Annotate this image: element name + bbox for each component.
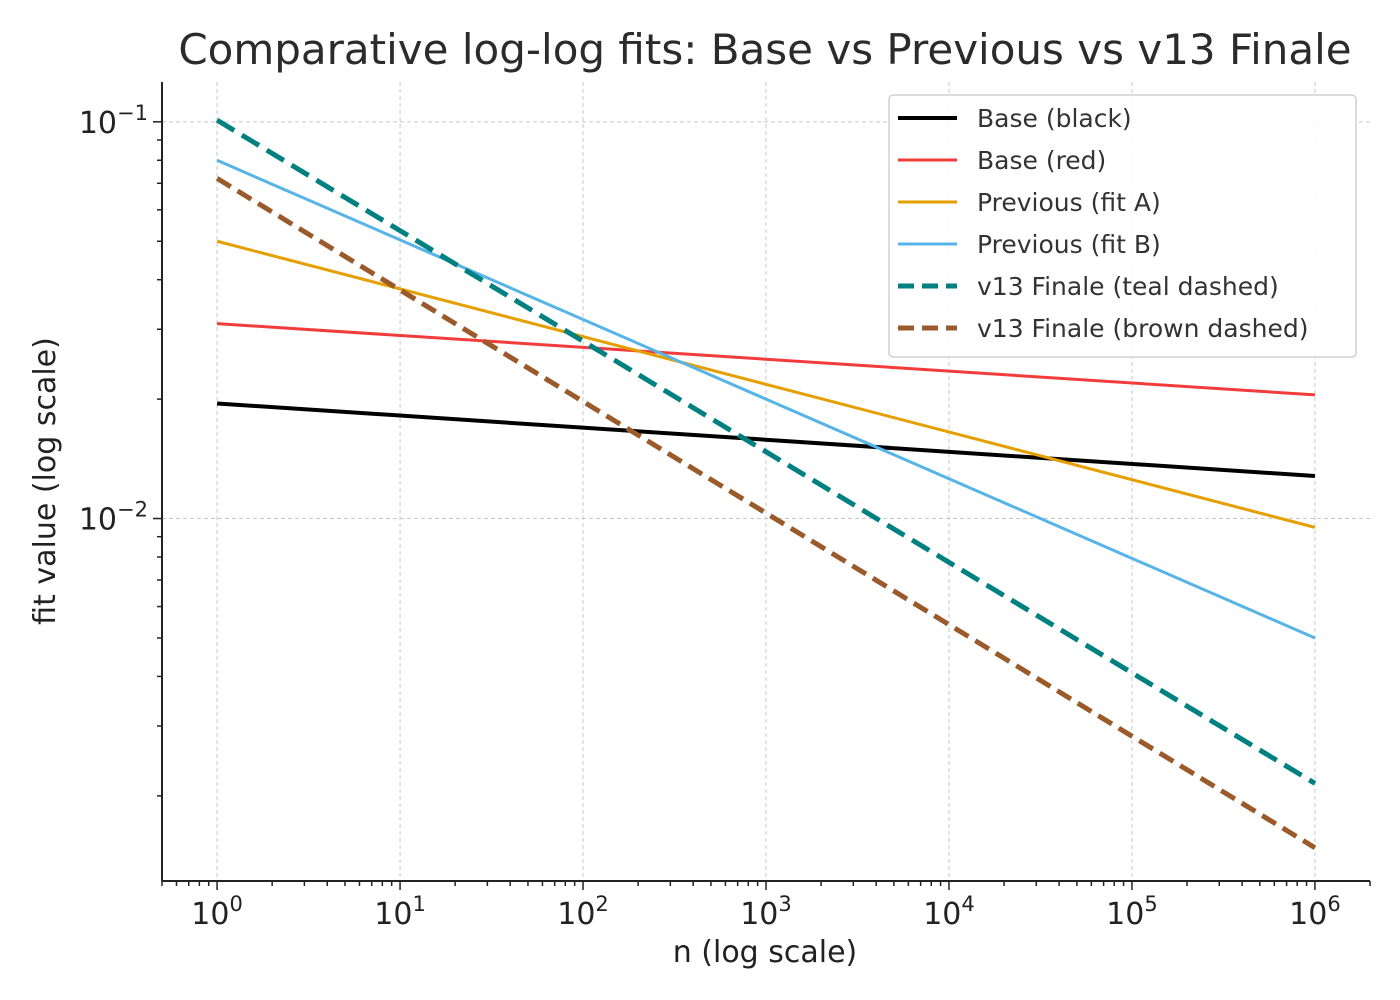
legend-label-1: Base (black) (977, 104, 1132, 133)
series-line-6 (215, 176, 1317, 850)
legend-label-5: v13 Finale (teal dashed) (977, 272, 1279, 301)
series-line-3 (216, 239, 1316, 529)
ticks: 100 101 102 103 104 105 106 10−2 10−1 (79, 101, 1371, 932)
series-layer (215, 117, 1317, 850)
y-tick-label: 10−1 (79, 101, 148, 141)
x-tick-label: 102 (557, 892, 609, 932)
legend-box (888, 94, 1357, 358)
chart-title: Comparative log-log fits: Base vs Previo… (178, 25, 1351, 74)
x-tick-label: 100 (191, 892, 243, 932)
legend-label-2: Base (red) (977, 146, 1106, 175)
x-tick-label: 101 (374, 892, 426, 932)
x-tick-label: 106 (1289, 892, 1341, 932)
y-tick-label: 10−2 (79, 498, 148, 538)
series-line-5 (215, 117, 1317, 786)
x-tick-label: 105 (1106, 892, 1158, 932)
series-line-1 (216, 401, 1316, 479)
x-tick-label: 103 (740, 892, 792, 932)
legend-label-3: Previous (fit A) (977, 188, 1161, 217)
x-axis-label: n (log scale) (673, 935, 858, 970)
x-tick-label: 104 (923, 892, 975, 932)
series-line-2 (216, 322, 1316, 397)
series-line-4 (216, 158, 1316, 640)
legend-label-6: v13 Finale (brown dashed) (977, 314, 1308, 343)
legend: Base (black) Base (red) Previous (fit A) Pr… (888, 94, 1357, 358)
legend-label-4: Previous (fit B) (977, 230, 1161, 259)
y-axis-label: fit value (log scale) (28, 337, 63, 625)
